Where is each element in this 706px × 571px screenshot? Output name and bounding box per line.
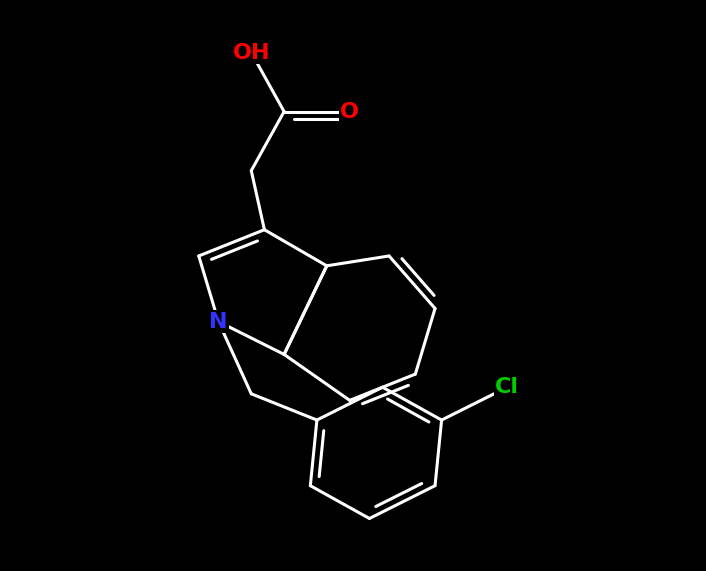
Text: OH: OH <box>232 42 270 62</box>
Text: N: N <box>209 312 228 332</box>
Text: Cl: Cl <box>495 377 519 397</box>
Text: O: O <box>340 102 359 122</box>
